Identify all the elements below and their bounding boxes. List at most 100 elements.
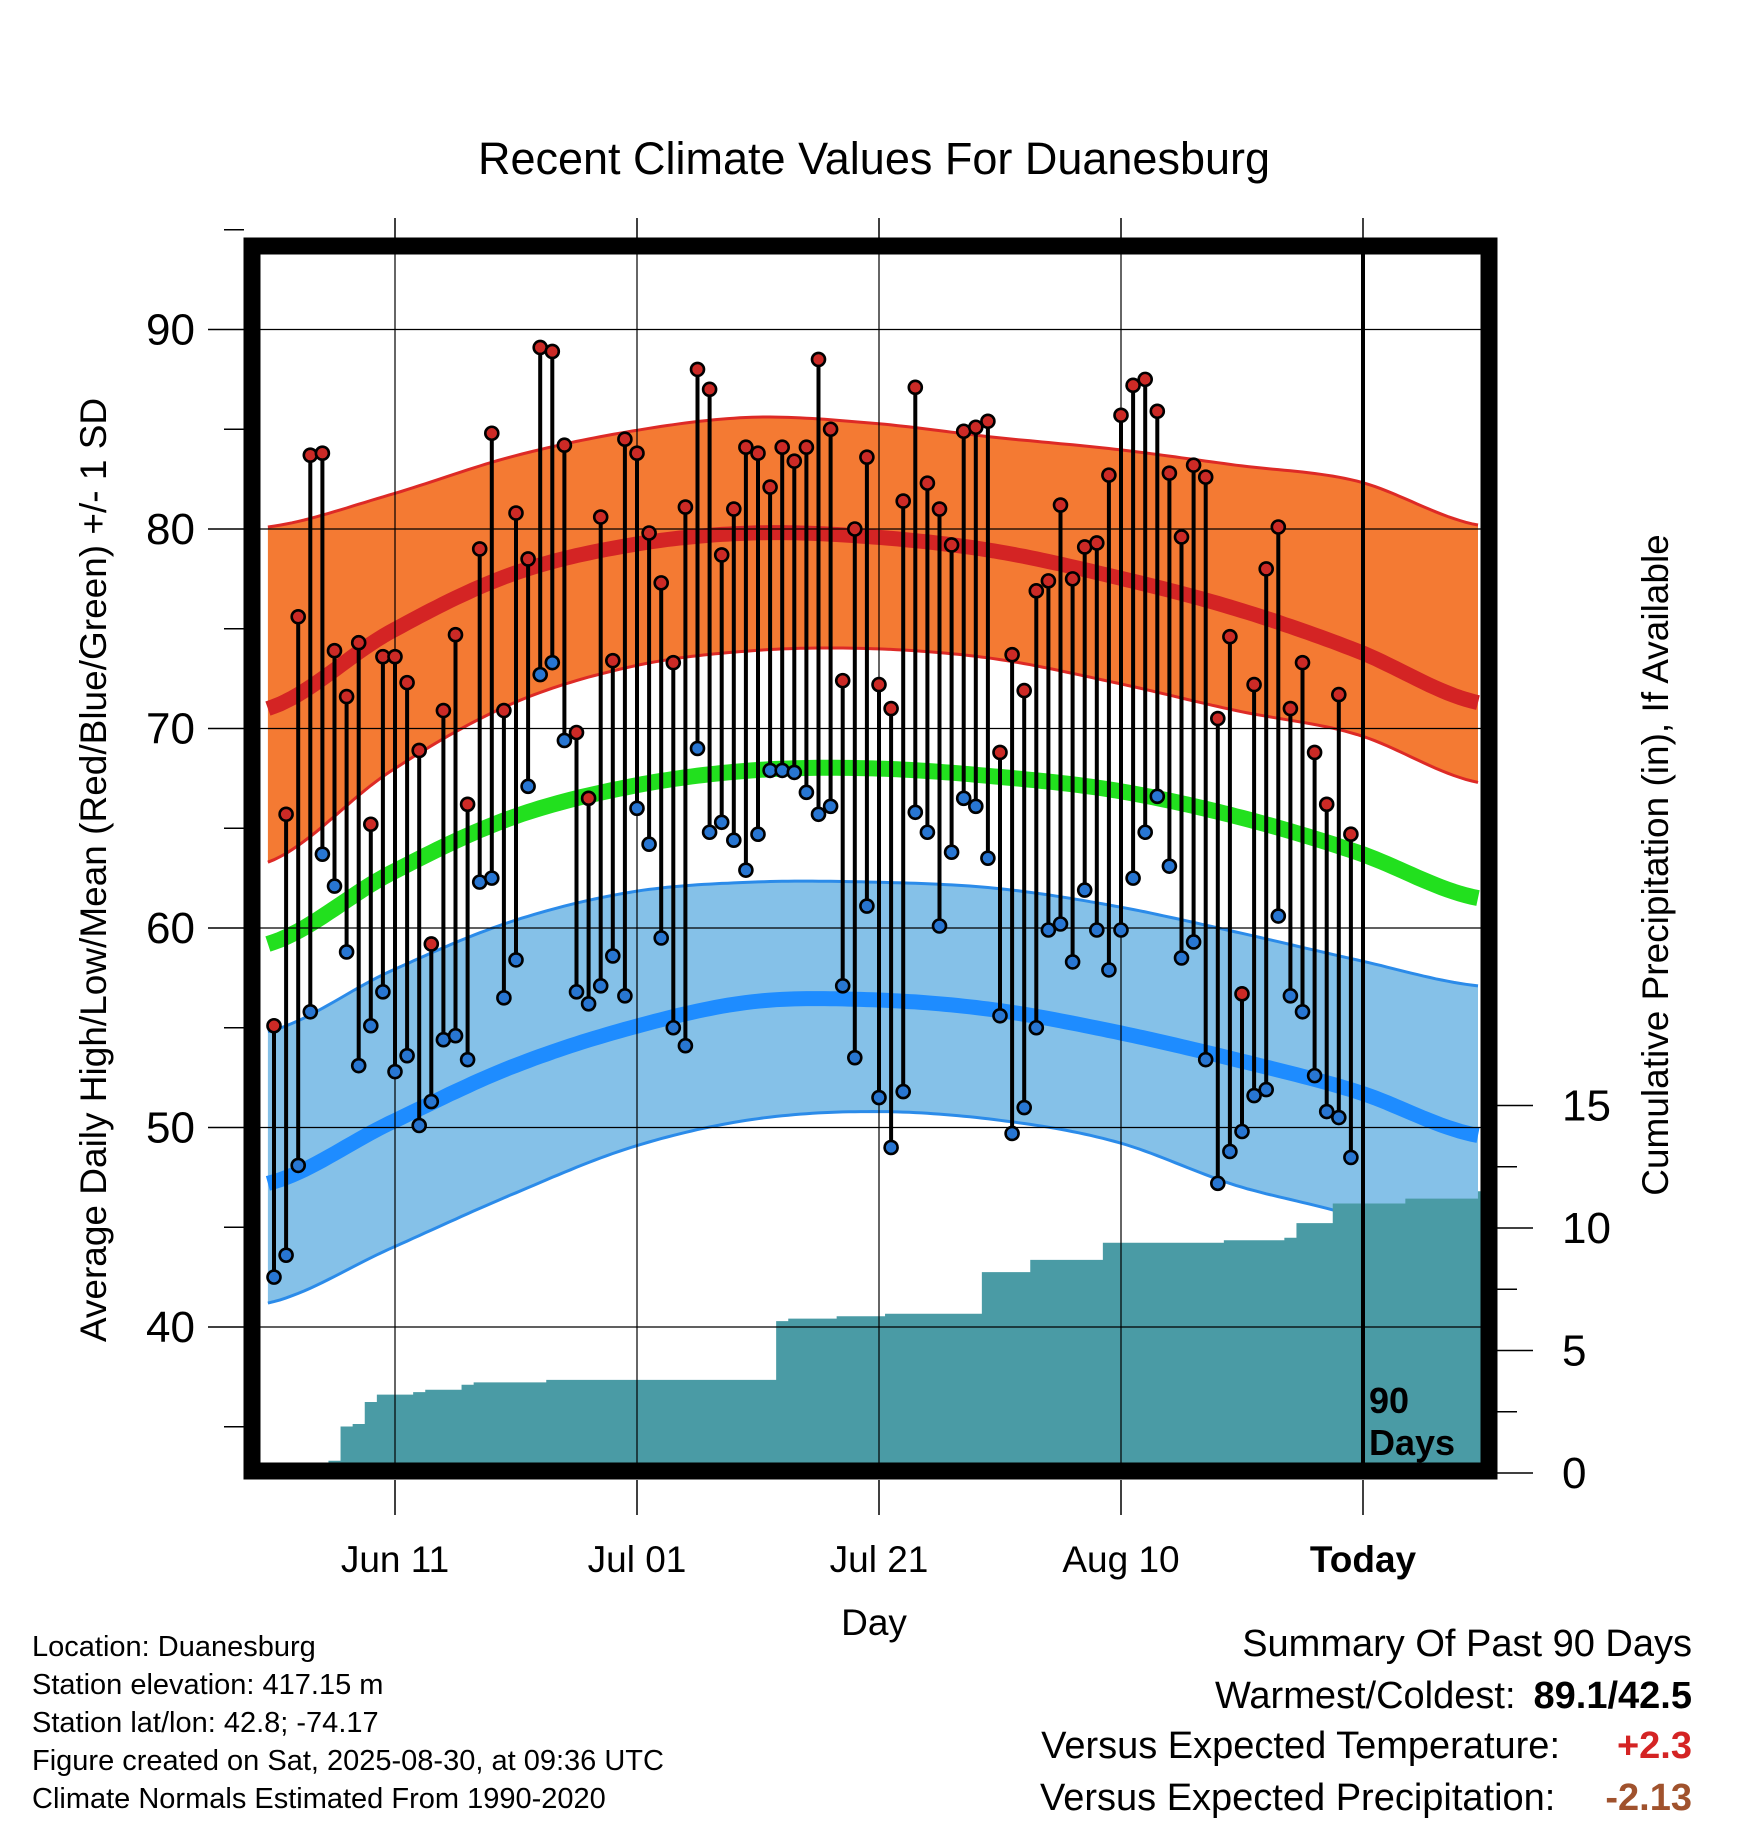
daily-high-point xyxy=(290,608,307,625)
daily-low-point xyxy=(617,988,633,1004)
daily-low-point xyxy=(1125,870,1141,886)
daily-high-point xyxy=(677,499,694,515)
daily-high-point xyxy=(1101,467,1117,483)
daily-high-point xyxy=(980,413,996,430)
daily-low-point xyxy=(822,798,839,815)
daily-low-point xyxy=(423,1093,440,1110)
daily-high-point xyxy=(399,674,415,691)
plot-interior xyxy=(258,252,1483,1465)
today-days-label-2: Days xyxy=(1369,1422,1455,1463)
warm-cold-label: Warmest/Coldest: xyxy=(1214,1675,1516,1717)
daily-low-point xyxy=(544,654,561,671)
daily-high-point xyxy=(278,806,294,823)
daily-high-point xyxy=(592,509,609,525)
daily-low-point xyxy=(738,862,754,878)
x-tick-label: Jul 01 xyxy=(588,1539,687,1580)
daily-low-point xyxy=(568,984,585,1000)
info-location: Location: Duanesburg xyxy=(32,1631,316,1663)
daily-high-point xyxy=(931,501,948,517)
today-days-label-1: 90 xyxy=(1369,1380,1409,1421)
daily-low-point xyxy=(701,824,718,841)
daily-high-point xyxy=(362,816,379,833)
daily-high-point xyxy=(798,439,815,456)
daily-low-point xyxy=(278,1247,294,1263)
summary-warm-cold: Warmest/Coldest: 89.1/42.5 xyxy=(1215,1674,1692,1718)
daily-high-point xyxy=(556,437,573,454)
daily-low-point xyxy=(1270,908,1287,924)
daily-high-point xyxy=(1246,676,1262,693)
daily-low-point xyxy=(399,1047,415,1064)
daily-low-point xyxy=(580,996,597,1012)
daily-low-point xyxy=(1258,1081,1274,1098)
daily-low-point xyxy=(967,798,984,815)
daily-high-point xyxy=(1318,796,1335,813)
daily-high-point xyxy=(314,445,331,461)
daily-low-point xyxy=(496,990,512,1006)
y-tick-label: 80 xyxy=(146,505,195,554)
daily-low-point xyxy=(1004,1125,1020,1142)
daily-high-point xyxy=(883,700,899,717)
daily-high-point xyxy=(871,676,887,693)
daily-low-point xyxy=(677,1037,694,1054)
daily-high-point xyxy=(1052,497,1069,513)
daily-low-point xyxy=(447,1027,464,1044)
daily-high-point xyxy=(1173,529,1190,545)
daily-high-point xyxy=(350,634,367,651)
x-axis-label: Day xyxy=(841,1602,907,1643)
daily-high-point xyxy=(617,431,633,448)
daily-high-point xyxy=(1040,573,1057,589)
daily-high-point xyxy=(520,551,536,567)
high-band-upper-edge xyxy=(267,415,1479,529)
daily-low-point xyxy=(883,1139,899,1156)
daily-high-point xyxy=(1004,646,1020,663)
daily-low-point xyxy=(689,740,706,757)
daily-low-point xyxy=(1173,950,1190,966)
daily-high-point xyxy=(713,547,730,563)
daily-high-point xyxy=(653,575,670,591)
x-tick-label: Jun 11 xyxy=(341,1539,449,1580)
daily-high-point xyxy=(762,479,778,495)
daily-low-point xyxy=(1161,858,1178,874)
daily-low-point xyxy=(1210,1175,1226,1192)
y-axis-label: Average Daily High/Low/Mean (Red/Blue/Gr… xyxy=(73,398,114,1342)
daily-low-point xyxy=(943,844,960,860)
daily-low-point xyxy=(834,978,851,994)
daily-low-point xyxy=(786,764,803,781)
daily-low-point xyxy=(713,814,730,831)
daily-low-point xyxy=(846,1049,863,1066)
daily-high-point xyxy=(750,445,766,461)
daily-high-point xyxy=(508,505,524,521)
daily-high-point xyxy=(1125,377,1141,394)
daily-high-point xyxy=(1234,986,1250,1002)
daily-high-point xyxy=(1258,561,1274,577)
x-tick-label: Aug 10 xyxy=(1062,1539,1179,1580)
daily-low-point xyxy=(1331,1109,1347,1126)
daily-high-point xyxy=(810,351,827,368)
daily-high-point xyxy=(895,493,912,509)
daily-low-point xyxy=(1234,1123,1250,1140)
temp-value: +2.3 xyxy=(1616,1725,1692,1767)
daily-high-point xyxy=(1331,686,1347,703)
daily-low-point xyxy=(641,836,657,853)
daily-high-point xyxy=(435,702,452,719)
chart-title: Recent Climate Values For Duanesburg xyxy=(478,133,1270,184)
daily-low-point xyxy=(992,1007,1008,1024)
daily-low-point xyxy=(774,762,791,779)
daily-high-point xyxy=(665,654,682,671)
daily-low-point xyxy=(919,824,936,841)
daily-high-point xyxy=(568,724,585,741)
y-tick-label: 90 xyxy=(146,306,195,355)
daily-low-point xyxy=(725,832,742,849)
daily-low-point xyxy=(1282,988,1299,1004)
daily-high-point xyxy=(580,790,597,807)
daily-high-point xyxy=(774,439,791,456)
daily-high-point xyxy=(1161,465,1178,481)
daily-low-point xyxy=(1137,824,1153,841)
precipitation-area xyxy=(328,1191,1483,1465)
daily-high-point xyxy=(459,796,476,813)
daily-low-point xyxy=(1246,1087,1262,1104)
daily-low-point xyxy=(556,732,573,749)
daily-low-point xyxy=(653,930,670,946)
daily-low-point xyxy=(1113,922,1129,938)
